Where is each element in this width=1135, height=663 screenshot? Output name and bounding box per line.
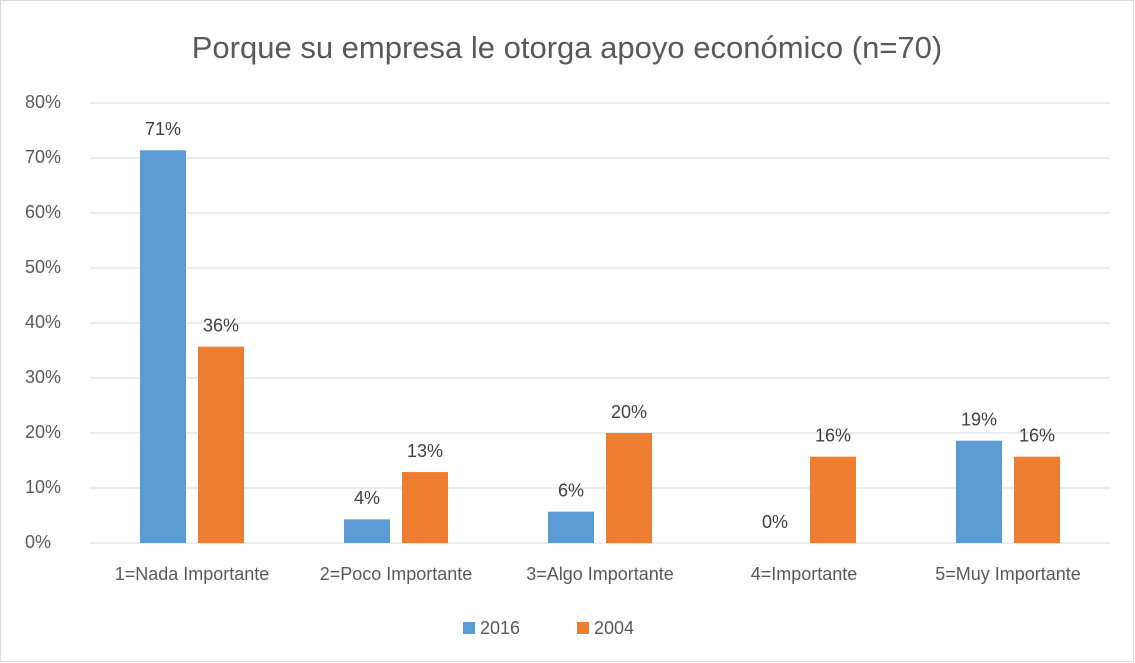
bar — [344, 519, 390, 543]
bar — [606, 433, 652, 543]
y-tick-label: 40% — [25, 312, 61, 332]
bar — [1014, 456, 1060, 543]
legend-label: 2016 — [480, 618, 520, 638]
data-label: 20% — [611, 402, 647, 422]
legend-swatch — [577, 622, 589, 634]
y-tick-label: 0% — [25, 532, 51, 552]
legend-label: 2004 — [594, 618, 634, 638]
data-label: 36% — [203, 315, 239, 335]
data-label: 4% — [354, 488, 380, 508]
x-tick-label: 4=Importante — [751, 564, 858, 584]
y-tick-label: 80% — [25, 92, 61, 112]
x-tick-label: 3=Algo Importante — [526, 564, 674, 584]
data-label: 0% — [762, 512, 788, 532]
bar — [956, 440, 1002, 543]
data-label: 19% — [961, 409, 997, 429]
data-label: 13% — [407, 441, 443, 461]
bar — [810, 456, 856, 543]
y-tick-label: 30% — [25, 367, 61, 387]
chart-title: Porque su empresa le otorga apoyo económ… — [192, 30, 942, 65]
y-tick-label: 20% — [25, 422, 61, 442]
x-tick-label: 5=Muy Importante — [935, 564, 1081, 584]
bar — [140, 150, 186, 544]
bar — [198, 346, 244, 543]
x-tick-label: 2=Poco Importante — [320, 564, 473, 584]
y-tick-label: 50% — [25, 257, 61, 277]
legend-swatch — [463, 622, 475, 634]
y-tick-label: 10% — [25, 477, 61, 497]
y-tick-label: 70% — [25, 147, 61, 167]
y-tick-label: 60% — [25, 202, 61, 222]
data-label: 71% — [145, 119, 181, 139]
data-label: 6% — [558, 480, 584, 500]
bar — [548, 511, 594, 543]
data-label: 16% — [815, 425, 851, 445]
x-tick-label: 1=Nada Importante — [115, 564, 270, 584]
bar — [402, 472, 448, 543]
data-label: 16% — [1019, 425, 1055, 445]
